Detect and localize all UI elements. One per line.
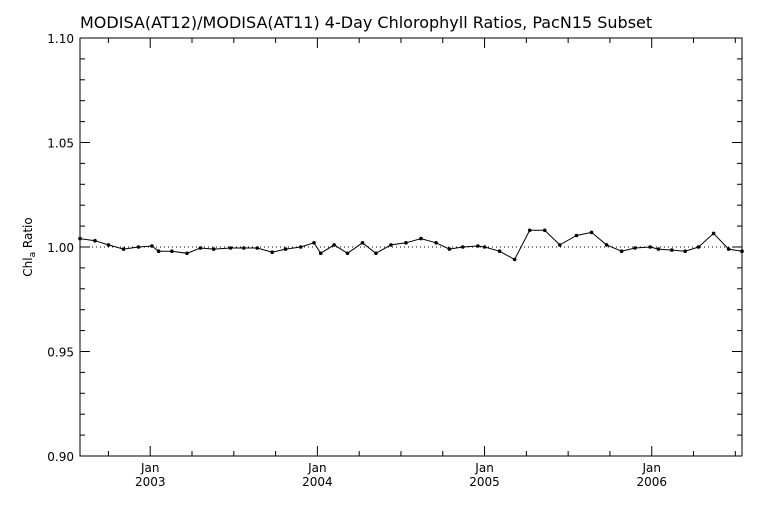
- data-point: [78, 236, 82, 241]
- y-axis-label-suffix: Ratio: [21, 217, 35, 252]
- data-points: [78, 228, 744, 262]
- x-tick-month-label: Jan: [474, 461, 494, 475]
- data-point: [185, 251, 189, 256]
- data-point: [211, 247, 216, 251]
- data-point: [404, 241, 408, 245]
- data-point: [683, 249, 687, 253]
- data-point: [434, 241, 438, 245]
- data-point: [656, 247, 661, 251]
- data-point: [255, 246, 259, 250]
- data-point: [512, 257, 517, 262]
- data-point: [283, 247, 288, 251]
- series-line: [79, 229, 743, 261]
- data-point: [318, 251, 323, 256]
- data-point: [482, 245, 487, 249]
- y-tick-label: 1.10: [47, 32, 74, 46]
- data-point: [242, 246, 246, 250]
- data-point: [198, 246, 203, 250]
- y-tick-label: 0.95: [47, 346, 74, 360]
- y-tick-label: 1.05: [47, 137, 74, 151]
- data-point: [312, 241, 316, 245]
- data-point: [648, 245, 652, 249]
- x-tick-year-label: 2004: [302, 475, 333, 489]
- y-axis-label-main: Chl: [21, 257, 35, 276]
- data-point: [228, 246, 233, 250]
- data-point: [696, 245, 701, 249]
- data-point: [170, 249, 174, 253]
- data-point: [633, 246, 637, 250]
- data-point: [711, 231, 716, 236]
- data-point: [298, 245, 303, 249]
- data-point: [156, 249, 161, 253]
- data-point: [574, 233, 579, 238]
- data-point: [670, 248, 674, 252]
- x-tick-month-label: Jan: [140, 461, 160, 475]
- x-tick-year-label: 2006: [636, 475, 667, 489]
- data-point: [332, 243, 336, 247]
- x-tick-month-label: Jan: [641, 461, 661, 475]
- data-point: [527, 228, 532, 233]
- data-point: [558, 243, 562, 247]
- data-point: [542, 228, 547, 233]
- data-point: [740, 249, 744, 253]
- data-point: [619, 249, 624, 253]
- data-point: [136, 245, 141, 249]
- data-point: [389, 243, 393, 247]
- data-point: [360, 241, 365, 245]
- data-point: [476, 244, 480, 248]
- data-point: [106, 243, 111, 247]
- data-point: [461, 245, 465, 249]
- y-tick-label: 1.00: [47, 241, 74, 255]
- data-point: [270, 250, 275, 254]
- chart-title: MODISA(AT12)/MODISA(AT11) 4-Day Chloroph…: [80, 13, 652, 32]
- data-point: [150, 244, 154, 248]
- y-axis-ticks: 1.10 1.05 1.00 0.95 0.90: [47, 32, 742, 464]
- data-point: [604, 243, 609, 247]
- data-point: [497, 249, 502, 253]
- x-tick-year-label: 2005: [469, 475, 500, 489]
- x-tick-month-label: Jan: [307, 461, 327, 475]
- data-point: [447, 247, 452, 251]
- x-tick-year-label: 2003: [135, 475, 166, 489]
- data-point: [374, 251, 378, 256]
- data-point: [726, 247, 731, 251]
- data-point: [121, 247, 126, 251]
- data-point: [93, 238, 97, 243]
- data-point: [419, 236, 423, 241]
- data-point: [345, 251, 350, 256]
- y-axis-label-subscript: a: [28, 252, 38, 258]
- data-point: [589, 230, 594, 235]
- y-axis-label: Chla Ratio: [21, 217, 38, 276]
- y-tick-label: 0.90: [47, 450, 74, 464]
